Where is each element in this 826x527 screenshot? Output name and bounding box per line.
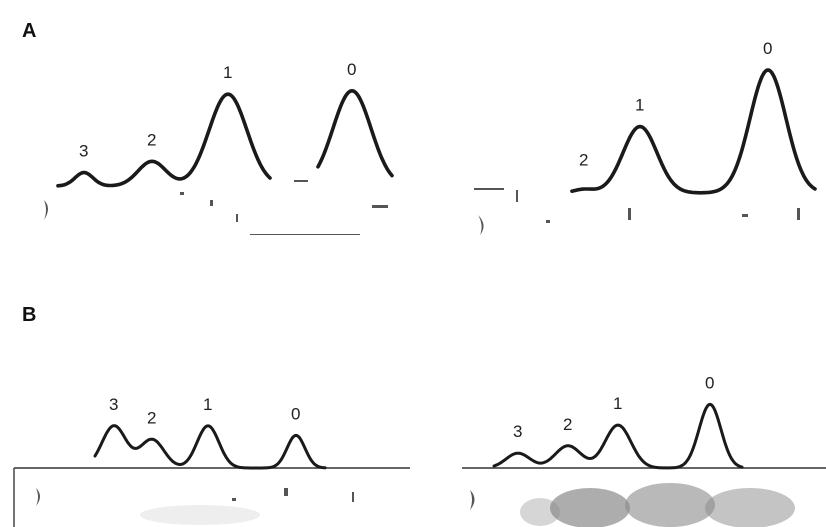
peak-label-b-left-3: 3 bbox=[109, 395, 118, 414]
panel-label-a: A bbox=[22, 20, 36, 42]
band-smear bbox=[550, 488, 630, 527]
speck bbox=[742, 214, 748, 217]
panel-b-right-edge-mark bbox=[470, 490, 475, 510]
speck bbox=[284, 488, 288, 496]
peak-label-a-left-1: 1 bbox=[223, 63, 232, 82]
peak-label-a-left-0: 0 bbox=[347, 60, 356, 79]
panel-a-left-edge-mark bbox=[44, 200, 48, 220]
speck bbox=[372, 205, 388, 208]
band-smear bbox=[705, 488, 795, 527]
speck bbox=[474, 188, 504, 190]
speck bbox=[546, 220, 550, 223]
trace-panel-a-right bbox=[570, 68, 817, 195]
peak-label-b-left-2: 2 bbox=[147, 408, 156, 427]
band-smear bbox=[520, 498, 560, 526]
trace-panel-b-left bbox=[93, 424, 327, 470]
speck bbox=[294, 180, 308, 182]
peak-label-a-right-2: 2 bbox=[579, 150, 588, 169]
speck bbox=[797, 208, 800, 220]
peak-labels: 3 2 1 0 2 1 0 3 2 1 0 3 2 1 0 bbox=[79, 39, 772, 441]
peak-label-b-left-1: 1 bbox=[203, 395, 212, 414]
panel-a-right-edge-mark bbox=[478, 215, 484, 235]
trace-panel-a-left bbox=[56, 89, 394, 188]
trace-panel-b-right bbox=[492, 402, 744, 470]
panel-b-background-noise bbox=[36, 483, 795, 527]
speck bbox=[180, 192, 184, 195]
peak-label-b-right-3: 3 bbox=[513, 422, 522, 441]
peak-label-b-right-0: 0 bbox=[705, 373, 714, 392]
peak-label-b-left-0: 0 bbox=[291, 404, 300, 423]
peak-label-b-right-2: 2 bbox=[563, 415, 572, 434]
speck bbox=[516, 190, 518, 202]
panel-a-background-noise bbox=[44, 180, 800, 235]
peak-label-a-right-1: 1 bbox=[635, 96, 644, 115]
speck bbox=[232, 498, 236, 501]
speck bbox=[628, 208, 631, 220]
peak-label-a-right-0: 0 bbox=[763, 39, 772, 58]
densitometry-traces bbox=[56, 68, 817, 470]
speck bbox=[236, 214, 238, 222]
band-smear bbox=[140, 505, 260, 525]
panel-label-b: B bbox=[22, 304, 36, 326]
peak-label-a-left-3: 3 bbox=[79, 142, 88, 161]
peak-label-b-right-1: 1 bbox=[613, 394, 622, 413]
speck bbox=[250, 234, 360, 235]
peak-label-a-left-2: 2 bbox=[147, 130, 156, 149]
speck bbox=[352, 492, 354, 502]
panel-b-left-edge-mark bbox=[36, 488, 40, 506]
speck bbox=[210, 200, 213, 206]
band-smear bbox=[625, 483, 715, 527]
